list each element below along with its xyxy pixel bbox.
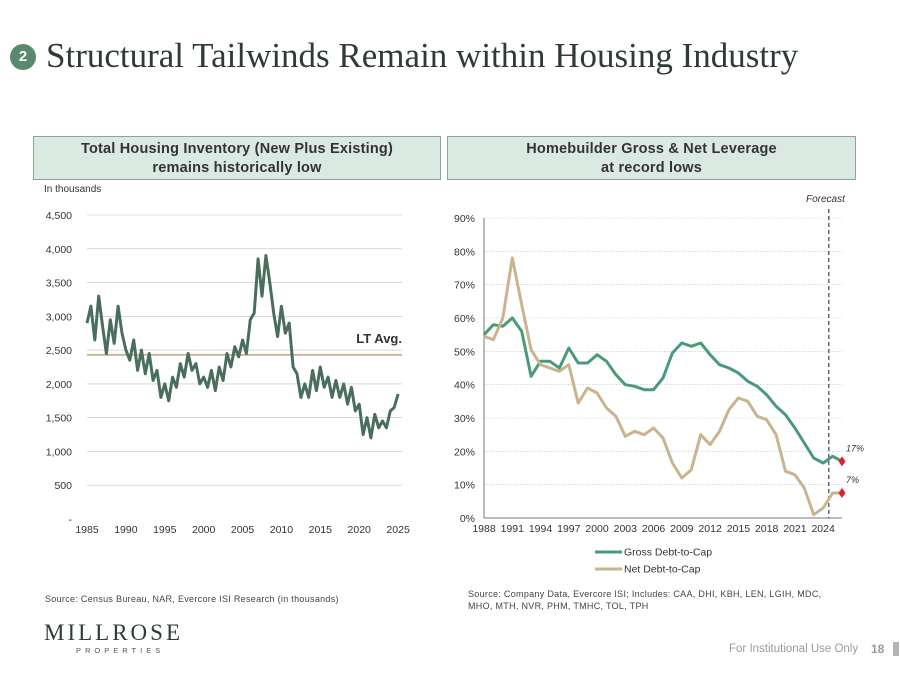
net-end-label: 7%	[846, 475, 859, 485]
right-x-tick-label: 1991	[501, 523, 525, 535]
legend-label-net: Net Debt-to-Cap	[624, 564, 701, 576]
right-y-tick-label: 70%	[454, 280, 475, 292]
right-x-tick-label: 2006	[642, 523, 666, 535]
left-x-tick-label: 1990	[114, 524, 138, 536]
right-x-tick-label: 2015	[727, 523, 751, 535]
right-y-tick-label: 60%	[454, 313, 475, 325]
left-y-tick-label: 500	[54, 480, 72, 492]
left-y-tick-label: 3,500	[46, 278, 72, 290]
right-x-tick-label: 2018	[755, 523, 779, 535]
page-number: 18	[871, 642, 885, 656]
page-marker-bar	[893, 642, 899, 656]
right-x-tick-label: 1997	[557, 523, 581, 535]
gross-debt-line	[482, 316, 843, 465]
left-y-tick-label: 4,500	[46, 210, 72, 222]
company-logo: MILLROSE	[44, 620, 183, 645]
left-x-tick-label: 2005	[231, 524, 255, 536]
legend-label-gross: Gross Debt-to-Cap	[624, 547, 712, 559]
right-panel-heading: Homebuilder Gross & Net Leverage at reco…	[447, 136, 856, 180]
left-x-tick-label: 2015	[309, 524, 333, 536]
leverage-chart: 0% 10% 20% 30% 40% 50% 60% 70% 80% 90% 1988 1991 199…	[454, 209, 864, 576]
right-x-tick-label: 2009	[670, 523, 694, 535]
left-y-tick-label: 1,000	[46, 446, 72, 458]
right-x-tick-label: 2024	[811, 523, 835, 535]
right-y-tick-label: 90%	[454, 213, 475, 225]
left-x-tick-label: 2010	[270, 524, 294, 536]
net-debt-line	[483, 256, 842, 517]
right-heading-line1: Homebuilder Gross & Net Leverage	[526, 141, 777, 157]
housing-inventory-line	[85, 254, 400, 440]
left-x-tick-label: 2000	[192, 524, 216, 536]
right-x-tick-label: 2012	[698, 523, 722, 535]
left-source-note: Source: Census Bureau, NAR, Evercore ISI…	[45, 594, 339, 604]
lt-avg-label: LT Avg.	[356, 331, 402, 346]
left-heading-line2: remains historically low	[152, 160, 322, 176]
net-forecast-marker	[838, 488, 846, 498]
housing-inventory-chart: - 500 1,000 1,500 2,000 2,500 3,000 3,500 4,000 4…	[46, 210, 410, 536]
company-logo-subtitle: PROPERTIES	[76, 646, 165, 655]
left-x-tick-label: 2020	[348, 524, 372, 536]
left-y-tick-label: 4,000	[46, 244, 72, 256]
right-x-tick-label: 2003	[614, 523, 638, 535]
right-y-tick-label: 20%	[454, 446, 475, 458]
right-y-tick-label: 40%	[454, 380, 475, 392]
left-y-tick-label: 3,000	[46, 311, 72, 323]
right-y-tick-label: 50%	[454, 346, 475, 358]
right-heading-line2: at record lows	[600, 160, 703, 176]
right-y-tick-label: 80%	[454, 246, 475, 258]
left-panel-heading: Total Housing Inventory (New Plus Existi…	[33, 136, 441, 180]
right-source-line2: MHO, MTH, NVR, PHM, TMHC, TOL, TPH	[468, 601, 649, 611]
gross-end-label: 17%	[846, 443, 864, 453]
left-y-tick-label: 1,500	[46, 413, 72, 425]
right-source-note: Source: Company Data, Evercore ISI; Incl…	[468, 588, 821, 612]
left-y-tick-label: -	[69, 514, 73, 526]
gross-forecast-marker	[838, 456, 846, 467]
section-number-badge: 2	[10, 44, 36, 70]
left-x-tick-label: 1995	[153, 524, 177, 536]
footer-disclaimer: For Institutional Use Only	[729, 643, 859, 655]
left-chart-units: In thousands	[44, 184, 102, 195]
left-x-tick-label: 2025	[386, 524, 410, 536]
right-x-tick-label: 2021	[783, 523, 807, 535]
page-title: Structural Tailwinds Remain within Housi…	[46, 36, 799, 75]
right-source-line1: Source: Company Data, Evercore ISI; Incl…	[468, 589, 822, 599]
forecast-label: Forecast	[806, 194, 845, 205]
left-y-tick-label: 2,000	[46, 379, 72, 391]
right-x-tick-label: 1988	[472, 523, 496, 535]
left-x-tick-label: 1985	[75, 524, 99, 536]
left-y-tick-label: 2,500	[46, 345, 72, 357]
right-x-tick-label: 1994	[529, 523, 553, 535]
right-y-tick-label: 30%	[454, 413, 475, 425]
right-x-tick-label: 2000	[585, 523, 609, 535]
right-y-tick-label: 0%	[460, 513, 475, 525]
left-heading-line1: Total Housing Inventory (New Plus Existi…	[80, 141, 394, 157]
right-y-tick-label: 10%	[454, 480, 475, 492]
